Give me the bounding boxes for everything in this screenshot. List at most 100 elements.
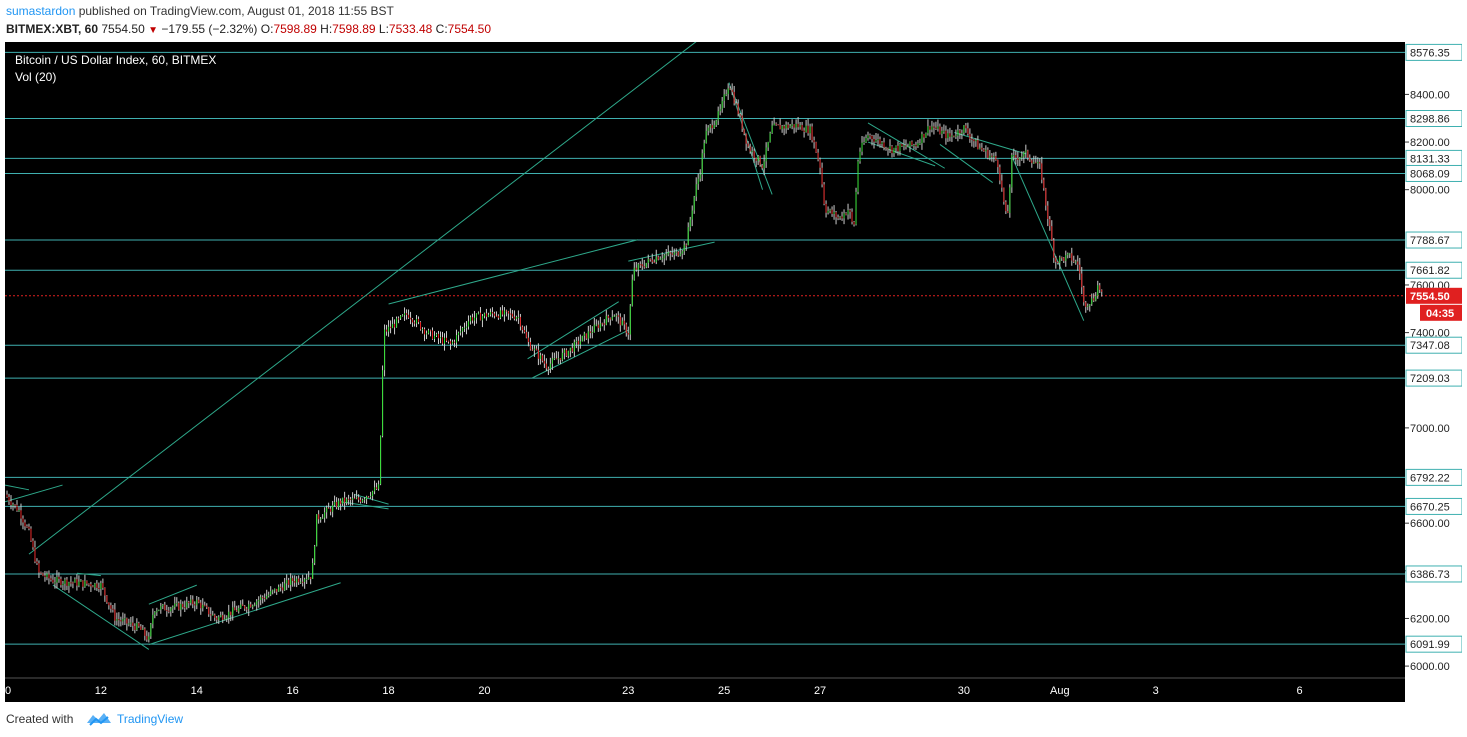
candle-body (863, 142, 865, 144)
candle-body (258, 599, 260, 602)
candle-body (1019, 157, 1021, 160)
x-tick-label: 3 (1153, 685, 1159, 697)
candle-body (451, 341, 453, 344)
trend-line[interactable] (733, 94, 773, 195)
candle-body (723, 94, 725, 101)
trend-line[interactable] (52, 584, 150, 650)
price-chart[interactable]: 6000.006200.006400.006600.007000.007400.… (0, 34, 1463, 702)
candle-body (156, 610, 158, 613)
candle-body (16, 504, 18, 511)
candle-body (1029, 157, 1031, 161)
candle-body (200, 602, 202, 609)
candle-body (551, 358, 553, 364)
candle-body (955, 135, 957, 137)
candle-body (443, 337, 445, 344)
trend-line[interactable] (28, 34, 706, 555)
published-text: published on TradingView.com, August 01,… (75, 4, 394, 18)
candle-body (651, 259, 653, 262)
trend-line[interactable] (939, 144, 993, 183)
candle-body (48, 573, 50, 579)
candle-body (228, 611, 230, 618)
time-axis[interactable] (5, 678, 1405, 702)
tradingview-logo-icon[interactable] (86, 710, 112, 728)
trend-line[interactable] (388, 239, 639, 305)
candle-body (288, 580, 290, 585)
trend-line[interactable] (867, 141, 936, 167)
candle-body (945, 130, 947, 139)
candle-body (465, 326, 467, 328)
trend-line[interactable] (527, 301, 619, 360)
trend-line[interactable] (4, 484, 63, 503)
candle-body (659, 258, 661, 260)
candle-body (779, 124, 781, 130)
trend-line[interactable] (148, 584, 197, 605)
candle-body (691, 210, 693, 220)
candle-body (14, 504, 16, 506)
candle-body (477, 312, 479, 314)
trend-line[interactable] (354, 494, 389, 505)
candle-body (182, 603, 184, 608)
candle-body (467, 321, 469, 327)
candle-body (715, 120, 717, 126)
candle-body (232, 607, 234, 616)
candle-body (22, 518, 24, 523)
candle-body (575, 340, 577, 343)
candle-body (170, 608, 172, 612)
author-link[interactable]: sumastardon (6, 4, 76, 18)
candle-body (757, 156, 759, 161)
candle-body (194, 604, 196, 606)
trend-line[interactable] (628, 241, 715, 262)
candle-body (206, 605, 208, 608)
candle-body (70, 582, 72, 584)
candle-body (1051, 226, 1053, 241)
candle-body (230, 611, 232, 616)
candle-body (158, 609, 160, 611)
candle-body (861, 142, 863, 152)
trend-line[interactable] (148, 582, 341, 646)
candle-body (901, 144, 903, 147)
candle-body (707, 127, 709, 131)
candle-body (697, 178, 699, 185)
candle-body (348, 498, 350, 500)
candle-body (597, 324, 599, 329)
candle-body (883, 142, 885, 148)
candle-body (222, 615, 224, 620)
candle-body (374, 487, 376, 492)
trend-line[interactable] (4, 484, 30, 491)
candle-body (667, 252, 669, 255)
candle-body (719, 108, 721, 112)
candle-body (679, 253, 681, 256)
candle-body (310, 577, 312, 579)
candle-body (390, 326, 392, 329)
candle-body (783, 126, 785, 129)
candle-body (601, 323, 603, 325)
candle-body (402, 315, 404, 317)
candle-body (340, 500, 342, 504)
candle-body (581, 336, 583, 342)
candle-body (178, 602, 180, 610)
candle-body (759, 156, 761, 166)
candle-body (316, 514, 318, 547)
chart-area[interactable]: 6000.006200.006400.006600.007000.007400.… (0, 34, 1463, 702)
tradingview-brand-link[interactable]: TradingView (117, 712, 184, 726)
candle-body (571, 347, 573, 352)
candle-body (899, 144, 901, 152)
candle-body (396, 318, 398, 328)
y-tick-label: 6200.00 (1410, 613, 1450, 625)
x-tick-label: 27 (814, 685, 826, 697)
trend-line[interactable] (76, 572, 101, 577)
candle-body (422, 329, 424, 331)
trend-line[interactable] (1011, 156, 1085, 321)
candle-body (857, 161, 859, 192)
candle-body (136, 622, 138, 630)
candle-body (220, 615, 222, 617)
candle-body (853, 221, 855, 225)
candle-body (72, 582, 74, 584)
candle-body (334, 501, 336, 506)
candle-body (362, 499, 364, 502)
level-label: 7347.08 (1410, 340, 1450, 352)
candle-body (843, 213, 845, 219)
candle-body (284, 583, 286, 591)
level-label: 6091.99 (1410, 639, 1450, 651)
level-label: 8068.09 (1410, 168, 1450, 180)
